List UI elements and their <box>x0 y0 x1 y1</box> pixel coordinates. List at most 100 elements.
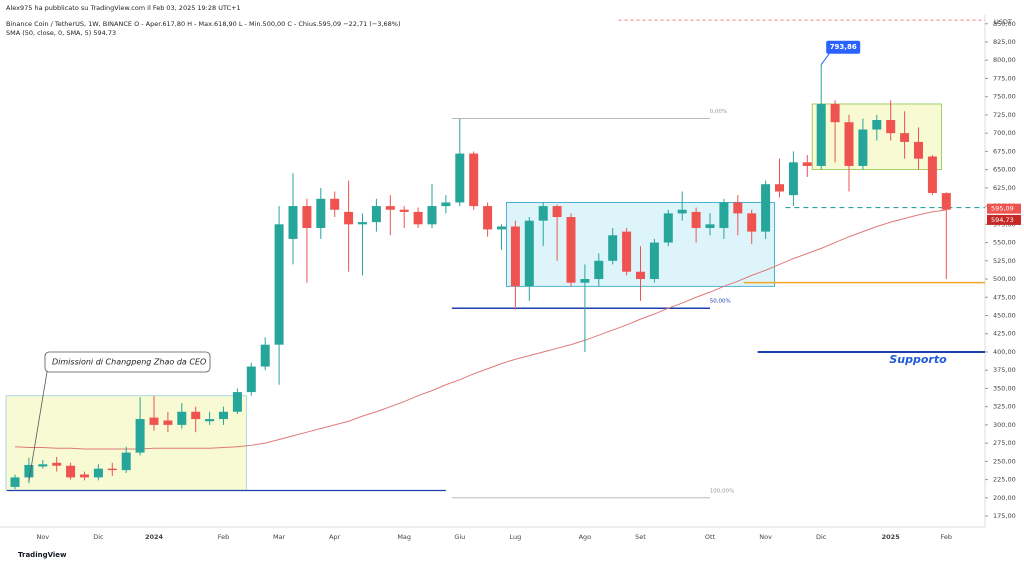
candle-body <box>538 206 548 221</box>
candle-body <box>149 417 159 425</box>
candle-body <box>455 153 465 203</box>
candle-body <box>274 224 284 345</box>
candle-body <box>219 411 228 420</box>
candle-body <box>135 419 145 453</box>
level-label: Supporto <box>889 353 947 366</box>
y-tick-label: 750,00 <box>993 93 1016 101</box>
candle-body <box>260 344 270 367</box>
candle-body <box>358 222 367 225</box>
candle-body <box>761 184 771 232</box>
candle-body <box>163 420 173 425</box>
candle-body <box>594 260 604 280</box>
x-tick-label: Nov <box>36 533 49 541</box>
y-tick-label: 725,00 <box>993 111 1016 119</box>
x-tick-label: 2025 <box>882 533 901 541</box>
y-tick-label: 325,00 <box>993 403 1016 411</box>
indicator-line: SMA (50, close, 0, SMA, 5) 594,73 <box>6 29 116 37</box>
candle-body <box>775 184 784 192</box>
candle-body <box>483 206 493 230</box>
candle-body <box>121 452 131 471</box>
candle-body <box>886 120 896 134</box>
candle-body <box>844 122 854 166</box>
sma-line <box>14 209 947 450</box>
y-tick-label: 850,00 <box>993 20 1016 28</box>
x-tick-label: Mar <box>273 533 286 541</box>
candle-body <box>371 206 381 223</box>
author-line: Alex975 ha pubblicato su TradingView.com… <box>6 4 241 12</box>
x-tick-label: Lug <box>510 533 522 541</box>
last-price-label: 595,09 <box>991 205 1014 213</box>
x-tick-label: Dic <box>816 533 827 541</box>
candle-body <box>80 474 89 478</box>
high-pointer <box>820 53 830 65</box>
candle-body <box>52 462 62 466</box>
y-tick-label: 225,00 <box>993 476 1016 484</box>
fib-label: 100,00% <box>710 488 734 494</box>
y-tick-label: 700,00 <box>993 129 1016 137</box>
candle-body <box>469 153 479 207</box>
y-tick-label: 675,00 <box>993 147 1016 155</box>
y-tick-label: 525,00 <box>993 257 1016 265</box>
candle-body <box>677 209 687 214</box>
candle-body <box>399 209 409 212</box>
candle-body <box>580 279 590 283</box>
y-tick-label: 825,00 <box>993 38 1016 46</box>
y-tick-label: 300,00 <box>993 421 1016 429</box>
candle-body <box>497 226 506 230</box>
candle-body <box>691 211 701 228</box>
candle-body <box>93 468 103 478</box>
candle-body <box>719 202 729 228</box>
candle-body <box>232 392 242 412</box>
candle-body <box>316 198 326 228</box>
candle-body <box>733 202 743 214</box>
fib-label: 50,00% <box>710 299 731 305</box>
candle-body <box>941 193 951 210</box>
candle-body <box>622 231 632 272</box>
callout-text: Dimissioni di Changpeng Zhao da CEO <box>52 358 206 367</box>
candle-body <box>205 419 215 422</box>
candle-body <box>10 477 20 487</box>
y-tick-label: 200,00 <box>993 494 1016 502</box>
currency: USDT <box>994 18 1012 26</box>
zone <box>5 395 247 491</box>
candle-body <box>788 162 798 196</box>
candle-body <box>566 217 576 283</box>
candle-body <box>246 366 256 393</box>
candle-body <box>649 242 659 280</box>
y-tick-label: 400,00 <box>993 348 1016 356</box>
x-tick-label: Giu <box>454 533 465 541</box>
fib-label: 0,00% <box>710 109 727 115</box>
brand: TradingView <box>18 551 67 559</box>
last-price-box <box>987 203 1021 214</box>
x-tick-label: Set <box>635 533 646 541</box>
candle-body <box>552 206 562 218</box>
candle-body <box>177 411 187 425</box>
high-badge <box>826 40 861 54</box>
candle-body <box>636 271 645 280</box>
x-tick-label: Ott <box>705 533 716 541</box>
candle-body <box>830 103 840 123</box>
y-tick-label: 500,00 <box>993 275 1016 283</box>
candle-body <box>441 202 451 207</box>
y-tick-label: 800,00 <box>993 56 1016 64</box>
candle-body <box>747 213 757 232</box>
y-tick-label: 175,00 <box>993 512 1016 520</box>
candle-body <box>802 162 812 166</box>
y-tick-label: 475,00 <box>993 293 1016 301</box>
candle-body <box>872 120 882 130</box>
y-tick-label: 275,00 <box>993 439 1016 447</box>
x-tick-label: Apr <box>329 533 341 541</box>
candle-body <box>288 206 298 239</box>
y-tick-label: 650,00 <box>993 166 1016 174</box>
candle-body <box>385 206 395 210</box>
candle-body <box>107 468 117 471</box>
candle-body <box>524 220 534 287</box>
candle-body <box>24 465 34 478</box>
x-tick-label: Dic <box>93 533 104 541</box>
high-label: 793,86 <box>830 43 857 51</box>
sma-price-label: 594,73 <box>991 216 1014 224</box>
candle-body <box>344 211 354 225</box>
y-tick-label: 350,00 <box>993 384 1016 392</box>
candle-body <box>427 206 437 225</box>
